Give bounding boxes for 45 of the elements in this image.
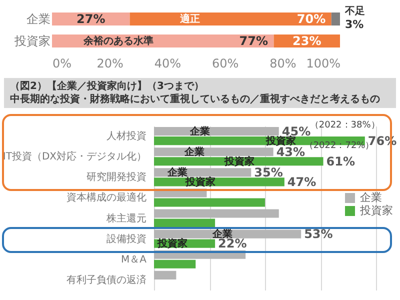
- chart-title: （図2）【企業／投資家向け】（3つまで）: [10, 80, 205, 93]
- bar: [154, 230, 302, 238]
- series-label: 余裕のある水準: [82, 35, 154, 47]
- bar: [154, 198, 265, 207]
- y-tick-label: 有利子負債の返済: [66, 274, 146, 286]
- data-label: 47%: [287, 174, 316, 189]
- y-tick-label: 研究開発投資: [86, 171, 146, 184]
- data-label: 61%: [326, 154, 356, 168]
- bar: [154, 270, 176, 280]
- series-label: 適正: [179, 13, 200, 25]
- bar: [154, 260, 196, 268]
- x-tick-label: 20%: [96, 56, 124, 70]
- text: 企業: [190, 126, 210, 138]
- y-tick-label: 設備投資: [106, 232, 146, 245]
- y-tick-label: 人材投資: [106, 130, 146, 142]
- x-tick-label: 0%: [52, 56, 72, 70]
- text: 投資家: [186, 176, 216, 188]
- x-tick-label: 80%: [270, 56, 296, 70]
- data-label: 23%: [292, 34, 322, 48]
- data-label: 53%: [304, 227, 333, 242]
- bar: [154, 209, 279, 218]
- chart-subtitle: 中長期的な投資・財務戦略において重視しているもの／重視すべきだと考えるもの: [10, 93, 381, 106]
- data-label: 27%: [76, 12, 106, 26]
- y-tick-label: 資本構成の最適化: [66, 192, 146, 204]
- annotation: （2022：38%）: [310, 120, 380, 130]
- data-label: 43%: [276, 144, 306, 159]
- x-tick-label: 100%: [306, 56, 340, 70]
- bar: [154, 218, 216, 228]
- data-label: 70%: [296, 12, 326, 26]
- text: 投資家: [157, 238, 188, 250]
- series-label: 不足: [344, 5, 365, 17]
- y-tick-label: IT投資（DX対応・デジタル化）: [2, 150, 146, 163]
- legend-label: 企業: [360, 191, 382, 204]
- text: 投資家: [224, 156, 254, 168]
- y-tick-label: M＆A: [121, 254, 147, 266]
- text: 投資家: [266, 136, 296, 147]
- y-tick-label: 株主還元: [106, 212, 146, 224]
- data-label: 3%: [345, 18, 364, 31]
- data-label: 35%: [254, 165, 283, 180]
- legend-label: 投資家: [359, 204, 393, 217]
- text: 企業: [167, 167, 188, 178]
- x-tick-label: 60%: [212, 56, 239, 70]
- data-label: 77%: [239, 34, 268, 48]
- x-tick-label: 40%: [154, 56, 182, 70]
- text: 企業: [184, 146, 205, 158]
